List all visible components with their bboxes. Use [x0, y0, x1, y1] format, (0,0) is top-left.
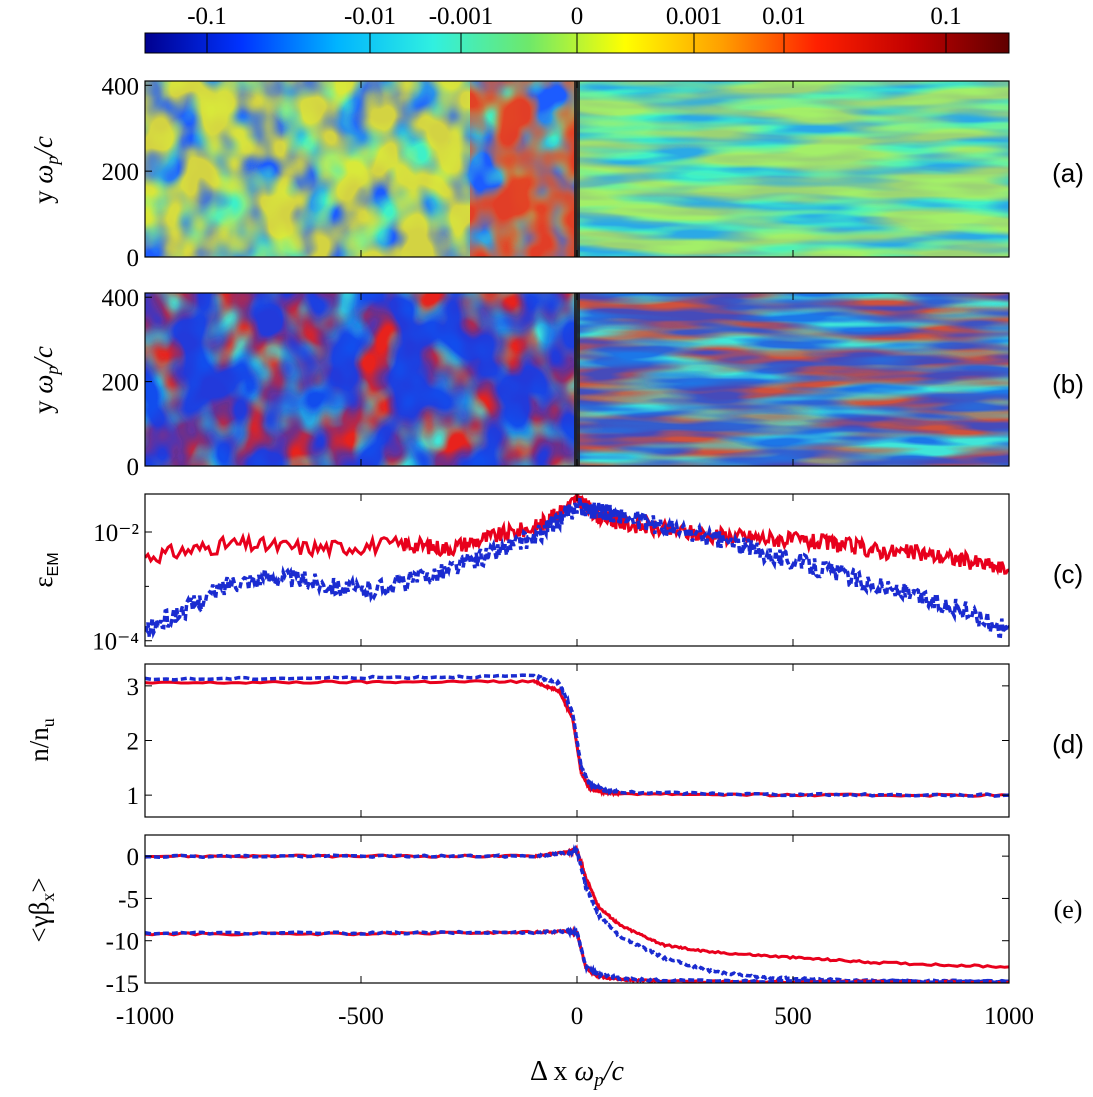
series-line-dashed: [145, 497, 1009, 640]
ylabel-b: y ωp/c: [28, 346, 62, 414]
y-tick-label: 400: [102, 73, 140, 100]
y-tick-label: 400: [102, 285, 140, 312]
y-tick-label: 0: [127, 454, 140, 481]
heatmap-a-red-blobs: [470, 81, 577, 257]
y-tick-label: 0: [127, 844, 140, 871]
colorbar-tick-label: 0.001: [666, 3, 722, 30]
series-line-solid-upper: [145, 844, 1009, 969]
heatmap-a-downstream-stripes-yellow: [577, 81, 1009, 257]
heatmap-b-downstream-streaks-blue: [577, 293, 1009, 466]
y-tick-label: 200: [102, 159, 140, 186]
xlabel: Δ x ωp/c: [530, 1056, 625, 1091]
y-tick-label: 0: [127, 245, 140, 272]
panel-e: [144, 834, 1010, 984]
ylabel-a: y ωp/c: [28, 136, 62, 204]
colorbar-tick-label: -0.001: [429, 3, 494, 30]
y-tick-label: -15: [106, 971, 139, 998]
colorbar-tick-label: 0: [571, 3, 584, 30]
y-tick-label: -10: [106, 929, 139, 956]
ylabel-e: <γβx>: [24, 877, 58, 942]
y-tick-label: 1: [127, 783, 140, 810]
panel-label-a: (a): [1052, 158, 1084, 188]
y-tick-label: 10⁻⁴: [92, 629, 139, 656]
panel-b: [144, 292, 1010, 467]
colorbar-tick-label: 0.01: [762, 3, 806, 30]
colorbar-tick-label: -0.1: [187, 3, 227, 30]
heatmap-b-shock: [574, 293, 580, 466]
x-tick-label: -500: [338, 1003, 384, 1030]
y-tick-label: -5: [118, 886, 139, 913]
y-tick-label: 10⁻²: [93, 520, 139, 547]
y-tick-label: 200: [102, 370, 140, 397]
panel-a: [144, 80, 1010, 258]
series-line-dashed-upper: [145, 844, 1009, 983]
y-tick-label: 3: [127, 674, 140, 701]
panel-label-e: (e): [1054, 895, 1083, 924]
colorbar-ticks: -0.1 -0.01 -0.001 0 0.001 0.01 0.1: [187, 3, 962, 53]
heatmap-b-blue-blobs: [145, 293, 577, 466]
y-tick-label: 2: [127, 729, 140, 756]
series-line-dashed-lower: [145, 925, 1009, 983]
panel-label-c: (c): [1053, 559, 1083, 589]
panel-c-plot: [145, 494, 1009, 640]
x-tick-label: 1000: [984, 1003, 1034, 1030]
panel-label-b: (b): [1052, 369, 1084, 399]
series-line-dashed: [145, 673, 1009, 798]
colorbar-tick-label: 0.1: [930, 3, 961, 30]
x-tick-label: 500: [774, 1003, 812, 1030]
series-line-solid: [145, 679, 1009, 798]
ylabel-c: εEM: [28, 552, 62, 587]
panel-c-frame: [144, 493, 1010, 647]
panel-e-plot: [145, 844, 1009, 983]
colorbar: -0.1 -0.01 -0.001 0 0.001 0.01 0.1: [144, 3, 1010, 54]
panel-d-plot: [145, 673, 1009, 798]
panel-c: [144, 493, 1010, 647]
x-tick-label: 0: [571, 1003, 584, 1030]
colorbar-tick-label: -0.01: [344, 3, 396, 30]
panel-d: [144, 663, 1010, 818]
heatmap-a-shock: [574, 81, 580, 257]
panel-label-d: (d): [1052, 729, 1084, 759]
x-tick-label: -1000: [116, 1003, 174, 1030]
ylabel-d: n/nu: [24, 718, 58, 762]
axes: -1000 -500 0 500 1000 0 200 400 0 200 400 10⁻⁴ 10⁻² 1…: [92, 73, 1034, 1030]
